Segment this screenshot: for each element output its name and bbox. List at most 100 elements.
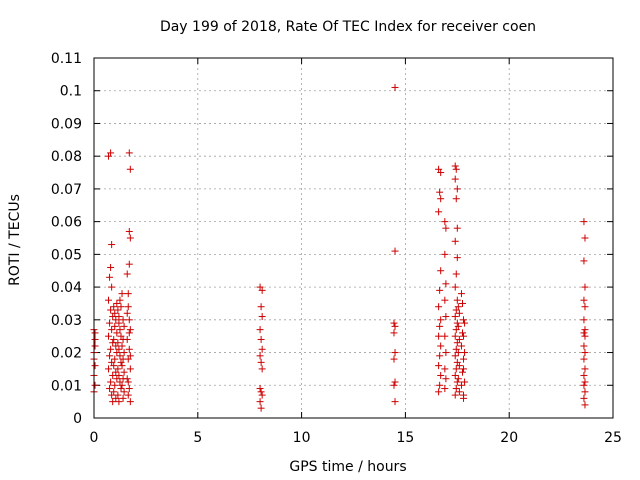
data-point <box>441 218 449 226</box>
data-point <box>437 195 445 203</box>
data-point <box>116 326 124 334</box>
y-tick-label: 0.01 <box>51 378 82 394</box>
data-point <box>125 345 133 353</box>
data-point <box>442 224 450 232</box>
data-point <box>115 319 123 327</box>
data-point <box>107 306 115 314</box>
data-point <box>106 352 114 360</box>
data-point <box>257 335 265 343</box>
data-point <box>442 349 450 357</box>
data-point <box>390 329 398 337</box>
data-point <box>460 365 468 373</box>
y-tick-label: 0.08 <box>51 149 82 165</box>
data-point <box>113 299 121 307</box>
data-point <box>581 349 589 357</box>
data-point <box>120 349 128 357</box>
data-point <box>120 368 128 376</box>
data-point <box>112 316 120 324</box>
data-point <box>110 335 118 343</box>
data-point <box>461 349 469 357</box>
x-axis-label: GPS time / hours <box>289 459 406 475</box>
data-point <box>109 371 117 379</box>
data-point <box>115 371 123 379</box>
data-point <box>580 381 588 389</box>
data-point <box>390 355 398 363</box>
data-point <box>125 227 133 235</box>
data-point <box>457 381 465 389</box>
data-point <box>457 342 465 350</box>
data-point <box>580 355 588 363</box>
data-point <box>124 378 132 386</box>
data-point <box>453 319 461 327</box>
data-point <box>118 290 126 298</box>
data-point <box>451 313 459 321</box>
data-point <box>454 303 462 311</box>
data-point <box>123 270 131 278</box>
y-tick-label: 0.05 <box>51 247 82 263</box>
data-point <box>580 329 588 337</box>
data-point <box>453 254 461 262</box>
data-point <box>256 326 264 334</box>
data-point <box>451 371 459 379</box>
y-tick-label: 0.02 <box>51 346 82 362</box>
data-point <box>441 365 449 373</box>
data-point <box>115 398 123 406</box>
data-point <box>108 283 116 291</box>
data-point <box>110 362 118 370</box>
data-point <box>257 303 265 311</box>
data-point <box>437 267 445 275</box>
data-point <box>437 316 445 324</box>
data-point <box>391 398 399 406</box>
data-point <box>460 355 468 363</box>
data-point <box>435 388 443 396</box>
y-tick-label: 0 <box>73 411 82 427</box>
data-point <box>581 303 589 311</box>
data-point <box>451 391 459 399</box>
data-point <box>125 149 133 157</box>
data-point <box>442 280 450 288</box>
data-point <box>111 322 119 330</box>
data-point <box>123 309 131 317</box>
x-tick-label: 0 <box>90 430 99 446</box>
data-point <box>118 381 126 389</box>
data-points <box>90 83 589 412</box>
data-point <box>120 322 128 330</box>
data-point <box>581 326 589 334</box>
data-point <box>441 332 449 340</box>
data-point <box>451 332 459 340</box>
data-point <box>258 313 266 321</box>
data-point <box>126 352 134 360</box>
data-point <box>257 404 265 412</box>
data-point <box>258 365 266 373</box>
data-point <box>107 263 115 271</box>
chart-title: Day 199 of 2018, Rate Of TEC Index for r… <box>160 19 536 35</box>
data-point <box>454 375 462 383</box>
data-point <box>451 352 459 360</box>
data-point <box>580 371 588 379</box>
data-point <box>580 394 588 402</box>
data-point <box>91 335 99 343</box>
data-point <box>105 365 113 373</box>
data-point <box>451 283 459 291</box>
data-point <box>441 296 449 304</box>
data-point <box>436 352 444 360</box>
data-point <box>106 319 114 327</box>
data-point <box>436 286 444 294</box>
data-point <box>126 365 134 373</box>
data-point <box>453 224 461 232</box>
data-point <box>125 329 133 337</box>
data-point <box>461 378 469 386</box>
data-point <box>114 391 122 399</box>
data-point <box>435 332 443 340</box>
x-tick-label: 25 <box>604 430 622 446</box>
data-point <box>124 303 132 311</box>
data-point <box>437 342 445 350</box>
data-point <box>455 309 463 317</box>
data-point <box>91 381 99 389</box>
data-point <box>126 234 134 242</box>
y-tick-label: 0.06 <box>51 215 82 231</box>
data-point <box>461 319 469 327</box>
data-point <box>107 345 115 353</box>
data-point <box>120 388 128 396</box>
